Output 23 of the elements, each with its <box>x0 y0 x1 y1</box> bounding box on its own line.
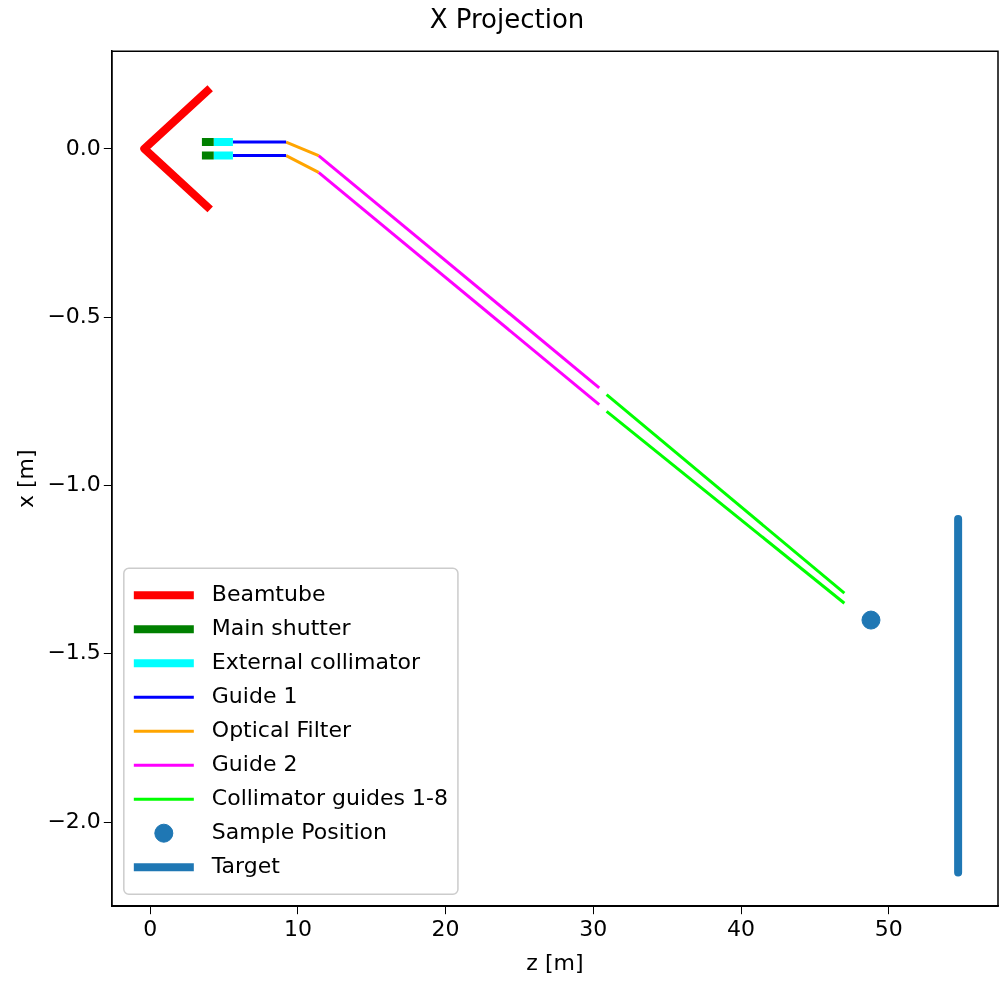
y-tick-label: 0.0 <box>65 134 101 160</box>
legend-label: Sample Position <box>211 818 387 844</box>
legend-label: External collimator <box>211 648 421 674</box>
x-tick-label: 10 <box>283 916 312 942</box>
y-tick-label: −2.0 <box>47 807 101 833</box>
x-tick-label: 50 <box>874 916 903 942</box>
y-tick-label: −0.5 <box>47 302 101 328</box>
legend-label: Target <box>210 852 281 878</box>
legend-label: Guide 1 <box>211 682 298 708</box>
x-tick-label: 30 <box>579 916 608 942</box>
legend-label: Main shutter <box>211 614 352 640</box>
y-axis-title: x [m] <box>12 449 38 508</box>
legend-label: Collimator guides 1-8 <box>211 784 448 810</box>
y-tick-label: −1.5 <box>47 639 101 665</box>
y-tick-label: −1.0 <box>47 471 101 497</box>
x-tick-label: 0 <box>143 916 158 942</box>
legend-label: Beamtube <box>211 580 326 606</box>
chart-title: X Projection <box>429 4 585 35</box>
legend-label: Optical Filter <box>211 716 352 742</box>
x-tick-label: 20 <box>431 916 460 942</box>
x-axis-title: z [m] <box>526 949 584 975</box>
legend-label: Guide 2 <box>211 750 298 776</box>
x-tick-label: 40 <box>727 916 756 942</box>
